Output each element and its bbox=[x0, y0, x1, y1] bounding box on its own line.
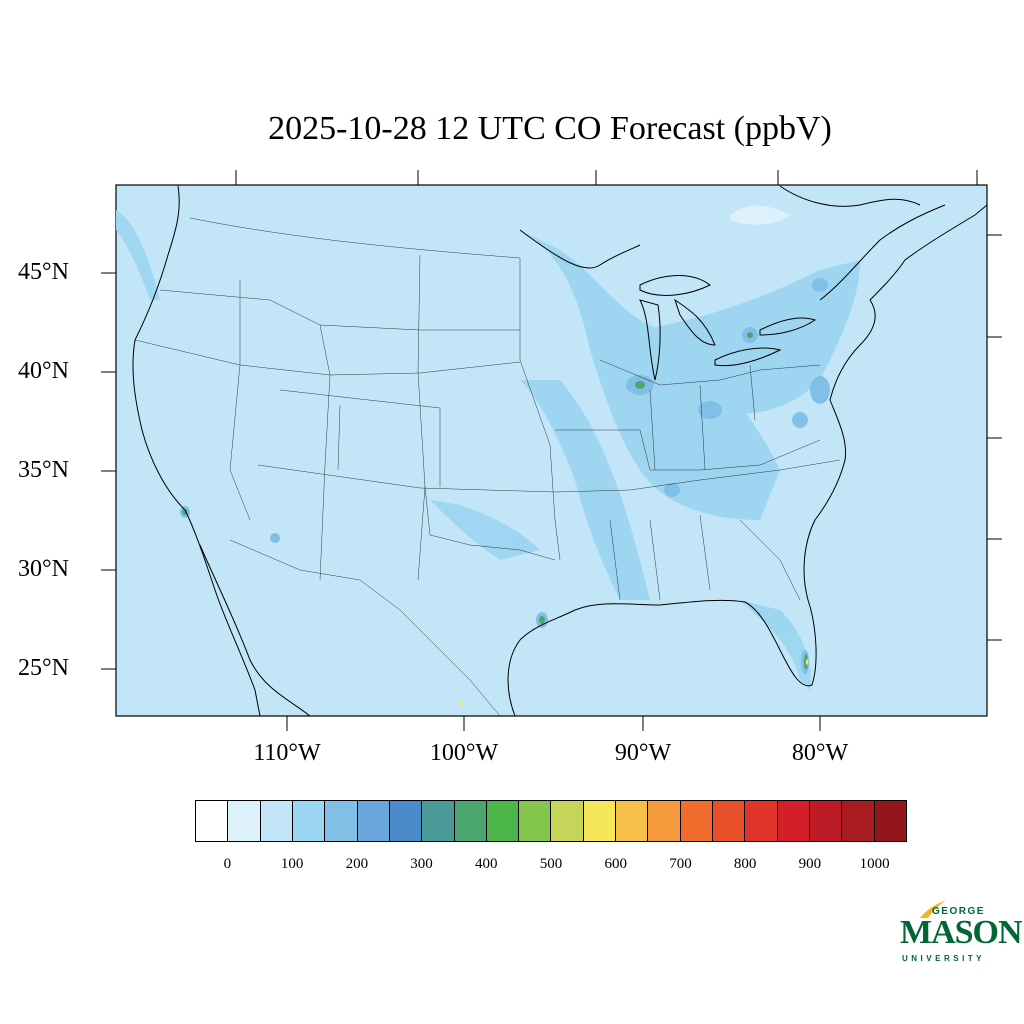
colorbar-swatch bbox=[389, 801, 423, 841]
lat-label-35n: 35°N bbox=[18, 457, 69, 483]
colorbar-swatch bbox=[777, 801, 810, 841]
lat-label-30n: 30°N bbox=[18, 556, 69, 582]
canada-clean-patch bbox=[730, 205, 790, 225]
colorbar-swatch bbox=[874, 801, 906, 841]
state-borders bbox=[134, 217, 841, 717]
colorbar-swatch bbox=[745, 801, 778, 841]
colorbar-swatch bbox=[616, 801, 649, 841]
colorbar-swatch bbox=[648, 801, 681, 841]
colorbar-swatch bbox=[228, 801, 261, 841]
colorbar-swatch bbox=[519, 801, 552, 841]
lat-label-45n: 45°N bbox=[18, 259, 69, 285]
colorbar-tick-label: 500 bbox=[539, 856, 563, 872]
colorbar-tick-label: 700 bbox=[669, 856, 692, 872]
colorbar-swatch bbox=[680, 801, 713, 841]
colorbar-tick-label: 100 bbox=[280, 856, 304, 872]
george-mason-logo: GEORGE MASON UNIVERSITY bbox=[898, 898, 1023, 970]
colorbar-swatch bbox=[583, 801, 617, 841]
colorbar-swatch bbox=[809, 801, 843, 841]
colorbar-swatch bbox=[196, 801, 229, 841]
colorbar-swatch bbox=[454, 801, 487, 841]
colorbar-swatch bbox=[292, 801, 326, 841]
map-title: 2025-10-28 12 UTC CO Forecast (ppbV) bbox=[268, 110, 832, 147]
colorbar-tick-label: 0 bbox=[223, 856, 232, 872]
co-peaks bbox=[182, 332, 808, 670]
colorbar-tick-label: 600 bbox=[604, 856, 627, 872]
colorbar bbox=[195, 800, 907, 842]
lon-label-80w: 80°W bbox=[791, 740, 849, 766]
colorbar-tick-label: 400 bbox=[475, 856, 498, 872]
axis-ticks bbox=[101, 170, 1002, 731]
colorbar-swatch bbox=[486, 801, 520, 841]
logo-george: GEORGE bbox=[932, 906, 985, 917]
logo-university: UNIVERSITY bbox=[902, 954, 986, 963]
co-plumes bbox=[116, 210, 860, 690]
colorbar-tick-label: 300 bbox=[410, 856, 433, 872]
colorbar-swatch bbox=[260, 801, 293, 841]
lon-label-90w: 90°W bbox=[614, 740, 672, 766]
lat-label-25n: 25°N bbox=[18, 655, 69, 681]
colorbar-swatch bbox=[422, 801, 455, 841]
coastlines bbox=[132, 185, 988, 717]
colorbar-tick-label: 200 bbox=[345, 856, 369, 872]
colorbar-tick-label: 900 bbox=[798, 856, 822, 872]
logo-mason: MASON bbox=[900, 914, 1023, 951]
colorbar-swatch bbox=[325, 801, 358, 841]
colorbar-swatch bbox=[842, 801, 875, 841]
flame-icon bbox=[920, 900, 946, 918]
colorbar-tick-label: 800 bbox=[733, 856, 757, 872]
colorbar-swatch bbox=[357, 801, 390, 841]
lon-label-100w: 100°W bbox=[429, 740, 499, 766]
lat-label-40n: 40°N bbox=[18, 358, 69, 384]
lon-label-110w: 110°W bbox=[253, 740, 321, 766]
colorbar-tick-label: 1000 bbox=[859, 856, 890, 872]
colorbar-swatch bbox=[713, 801, 746, 841]
colorbar-swatch bbox=[551, 801, 584, 841]
